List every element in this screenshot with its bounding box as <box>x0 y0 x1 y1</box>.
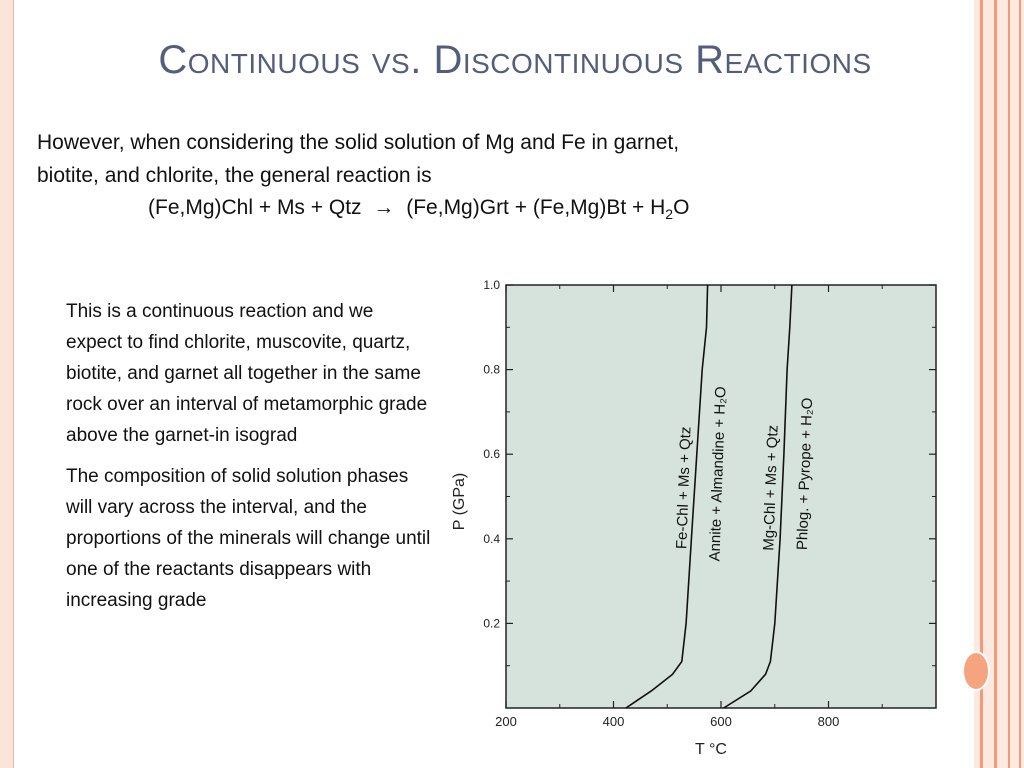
arrow-icon: → <box>373 196 395 219</box>
right-frame-stripe <box>980 0 983 768</box>
bullet-2: The composition of solid solution phases… <box>66 466 431 611</box>
slide-title: Continuous vs. Discontinuous Reactions <box>158 38 872 82</box>
left-frame-line <box>13 0 14 768</box>
intro-line-2: biotite, and chlorite, the general react… <box>37 164 432 187</box>
reaction-curve-1 <box>625 284 709 709</box>
y-tick-label: 0.2 <box>483 616 500 630</box>
curve-label-products-1: Annite + Almandine + H₂O <box>706 386 729 562</box>
curve-label-reactants-2: Mg-Chl + Ms + Qtz <box>760 425 781 551</box>
x-tick-label: 600 <box>710 714 732 729</box>
bullet-1: This is a continuous reaction and we exp… <box>66 301 428 446</box>
reaction-curve-2 <box>723 284 793 709</box>
intro-text: However, when considering the solid solu… <box>37 126 967 192</box>
pt-diagram: 0.2 0.4 0.6 0.8 1.0 200 400 600 800 T °C P (GPa) Fe… <box>451 278 937 758</box>
reaction-subscript: 2 <box>665 206 674 223</box>
y-tick-label: 1.0 <box>483 278 500 292</box>
x-tick-label: 400 <box>603 714 625 729</box>
y-tick-label: 0.4 <box>483 532 500 546</box>
reaction-products: (Fe,Mg)Grt + (Fe,Mg)Bt + H <box>406 196 666 219</box>
left-frame-decoration <box>0 0 13 768</box>
curve-label-products-2: Phlog. + Pyrope + H₂O <box>794 397 816 550</box>
bullet-list: This is a continuous reaction and we exp… <box>66 296 432 626</box>
decorative-circle <box>962 651 990 691</box>
plot-area <box>505 284 937 709</box>
right-frame-stripe <box>1008 0 1010 768</box>
y-tick-label: 0.6 <box>483 447 500 461</box>
y-axis-label: P (GPa) <box>451 473 468 531</box>
x-axis-label: T °C <box>695 741 727 758</box>
right-frame-stripe <box>1019 0 1021 768</box>
reaction-equation: (Fe,Mg)Chl + Ms + Qtz → (Fe,Mg)Grt + (Fe… <box>148 196 968 222</box>
reaction-tail: O <box>673 196 690 219</box>
right-frame-stripe <box>994 0 997 768</box>
x-tick-label: 200 <box>495 714 517 729</box>
x-tick-label: 800 <box>818 714 840 729</box>
reaction-reactants: (Fe,Mg)Chl + Ms + Qtz <box>148 196 362 219</box>
intro-line-1: However, when considering the solid solu… <box>37 131 680 154</box>
curve-label-reactants-1: Fe-Chl + Ms + Qtz <box>673 426 694 549</box>
y-tick-label: 0.8 <box>483 363 500 377</box>
